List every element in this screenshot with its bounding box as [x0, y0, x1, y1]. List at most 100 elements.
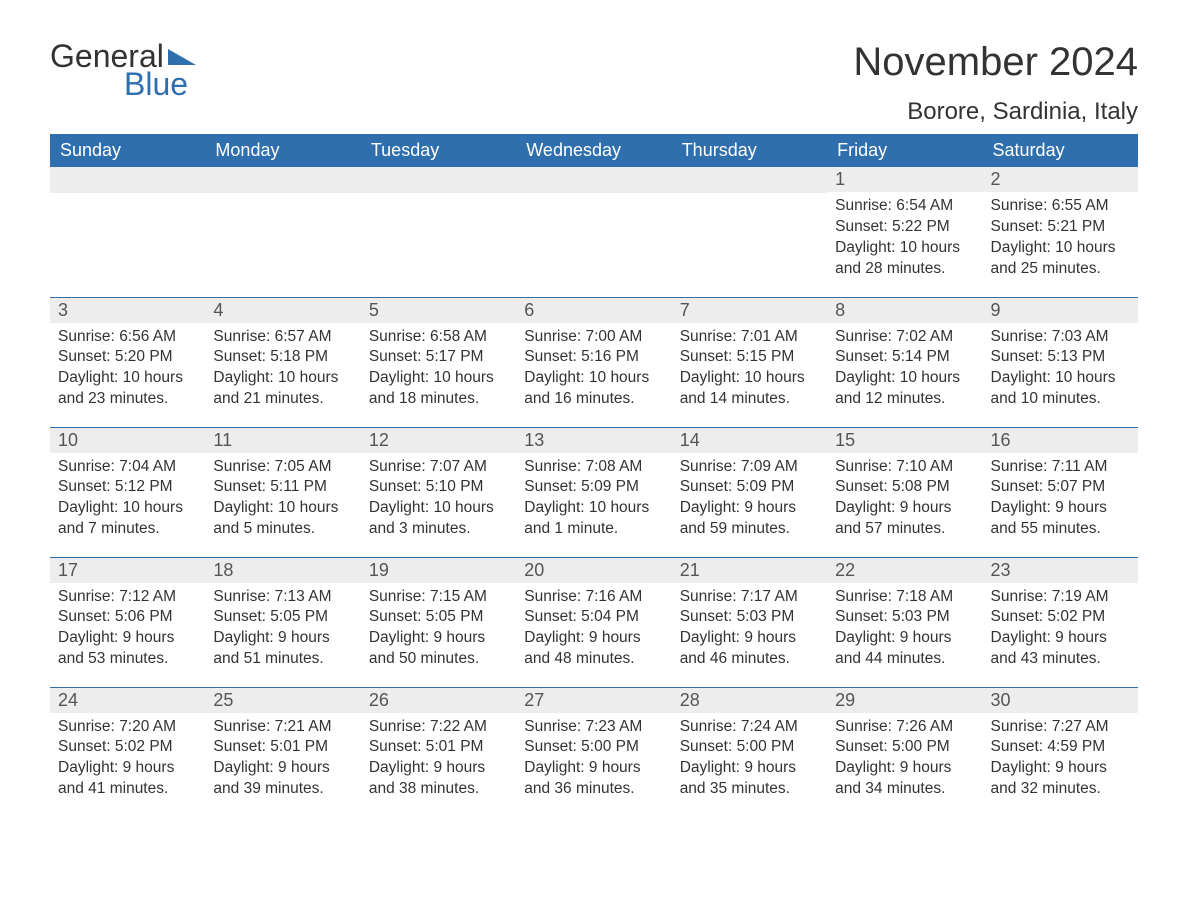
- day-details: Sunrise: 7:05 AMSunset: 5:11 PMDaylight:…: [205, 453, 360, 551]
- day-details: Sunrise: 7:22 AMSunset: 5:01 PMDaylight:…: [361, 713, 516, 811]
- sunrise-line: Sunrise: 7:26 AM: [835, 717, 974, 738]
- day-details: Sunrise: 7:02 AMSunset: 5:14 PMDaylight:…: [827, 323, 982, 421]
- day-number: 26: [361, 688, 516, 713]
- daylight-line: Daylight: 9 hours and 34 minutes.: [835, 758, 974, 800]
- day-number: 25: [205, 688, 360, 713]
- day-number: 11: [205, 428, 360, 453]
- daylight-line: Daylight: 10 hours and 12 minutes.: [835, 368, 974, 410]
- sunset-line: Sunset: 5:13 PM: [991, 347, 1130, 368]
- day-number: 20: [516, 558, 671, 583]
- day-details: Sunrise: 6:57 AMSunset: 5:18 PMDaylight:…: [205, 323, 360, 421]
- sunset-line: Sunset: 5:02 PM: [58, 737, 197, 758]
- calendar-table: Sunday Monday Tuesday Wednesday Thursday…: [50, 134, 1138, 817]
- day-number: 17: [50, 558, 205, 583]
- sunset-line: Sunset: 5:00 PM: [524, 737, 663, 758]
- calendar-cell: 30Sunrise: 7:27 AMSunset: 4:59 PMDayligh…: [983, 687, 1138, 817]
- day-number: 3: [50, 298, 205, 323]
- sunrise-line: Sunrise: 7:16 AM: [524, 587, 663, 608]
- sunrise-line: Sunrise: 7:20 AM: [58, 717, 197, 738]
- calendar-cell: 28Sunrise: 7:24 AMSunset: 5:00 PMDayligh…: [672, 687, 827, 817]
- sunset-line: Sunset: 5:22 PM: [835, 217, 974, 238]
- day-header: Saturday: [983, 134, 1138, 167]
- daylight-line: Daylight: 10 hours and 23 minutes.: [58, 368, 197, 410]
- day-header: Thursday: [672, 134, 827, 167]
- calendar-cell: [516, 167, 671, 297]
- sunset-line: Sunset: 4:59 PM: [991, 737, 1130, 758]
- daylight-line: Daylight: 9 hours and 57 minutes.: [835, 498, 974, 540]
- sunset-line: Sunset: 5:20 PM: [58, 347, 197, 368]
- day-number: 23: [983, 558, 1138, 583]
- day-details: Sunrise: 7:07 AMSunset: 5:10 PMDaylight:…: [361, 453, 516, 551]
- day-details: Sunrise: 7:03 AMSunset: 5:13 PMDaylight:…: [983, 323, 1138, 421]
- day-details: Sunrise: 6:58 AMSunset: 5:17 PMDaylight:…: [361, 323, 516, 421]
- daylight-line: Daylight: 9 hours and 46 minutes.: [680, 628, 819, 670]
- day-header: Friday: [827, 134, 982, 167]
- logo-text-blue: Blue: [124, 68, 196, 100]
- day-details: Sunrise: 7:18 AMSunset: 5:03 PMDaylight:…: [827, 583, 982, 681]
- daylight-line: Daylight: 9 hours and 48 minutes.: [524, 628, 663, 670]
- calendar-cell: 15Sunrise: 7:10 AMSunset: 5:08 PMDayligh…: [827, 427, 982, 557]
- sunset-line: Sunset: 5:06 PM: [58, 607, 197, 628]
- sunrise-line: Sunrise: 7:04 AM: [58, 457, 197, 478]
- calendar-cell: [205, 167, 360, 297]
- calendar-cell: 4Sunrise: 6:57 AMSunset: 5:18 PMDaylight…: [205, 297, 360, 427]
- calendar-cell: 22Sunrise: 7:18 AMSunset: 5:03 PMDayligh…: [827, 557, 982, 687]
- day-header: Monday: [205, 134, 360, 167]
- daylight-line: Daylight: 9 hours and 36 minutes.: [524, 758, 663, 800]
- empty-day: [516, 167, 671, 193]
- day-details: Sunrise: 7:09 AMSunset: 5:09 PMDaylight:…: [672, 453, 827, 551]
- day-number: 1: [827, 167, 982, 192]
- sunset-line: Sunset: 5:15 PM: [680, 347, 819, 368]
- page-subtitle: Borore, Sardinia, Italy: [853, 98, 1138, 126]
- day-number: 29: [827, 688, 982, 713]
- calendar-week-row: 1Sunrise: 6:54 AMSunset: 5:22 PMDaylight…: [50, 167, 1138, 297]
- calendar-cell: 2Sunrise: 6:55 AMSunset: 5:21 PMDaylight…: [983, 167, 1138, 297]
- sunset-line: Sunset: 5:05 PM: [213, 607, 352, 628]
- sunset-line: Sunset: 5:01 PM: [213, 737, 352, 758]
- day-number: 21: [672, 558, 827, 583]
- sunset-line: Sunset: 5:09 PM: [524, 477, 663, 498]
- sunset-line: Sunset: 5:21 PM: [991, 217, 1130, 238]
- day-number: 2: [983, 167, 1138, 192]
- empty-day: [50, 167, 205, 193]
- sunrise-line: Sunrise: 6:55 AM: [991, 196, 1130, 217]
- day-details: Sunrise: 7:11 AMSunset: 5:07 PMDaylight:…: [983, 453, 1138, 551]
- sunrise-line: Sunrise: 7:19 AM: [991, 587, 1130, 608]
- calendar-cell: 16Sunrise: 7:11 AMSunset: 5:07 PMDayligh…: [983, 427, 1138, 557]
- sunrise-line: Sunrise: 7:21 AM: [213, 717, 352, 738]
- calendar-cell: 1Sunrise: 6:54 AMSunset: 5:22 PMDaylight…: [827, 167, 982, 297]
- calendar-cell: 25 Sunrise: 7:21 AMSunset: 5:01 PMDayligh…: [205, 687, 360, 817]
- day-details: Sunrise: 7:19 AMSunset: 5:02 PMDaylight:…: [983, 583, 1138, 681]
- calendar-cell: 8Sunrise: 7:02 AMSunset: 5:14 PMDaylight…: [827, 297, 982, 427]
- day-number: 27: [516, 688, 671, 713]
- day-details: Sunrise: 7:01 AMSunset: 5:15 PMDaylight:…: [672, 323, 827, 421]
- sunrise-line: Sunrise: 7:01 AM: [680, 327, 819, 348]
- sunset-line: Sunset: 5:03 PM: [680, 607, 819, 628]
- daylight-line: Daylight: 10 hours and 21 minutes.: [213, 368, 352, 410]
- sunset-line: Sunset: 5:17 PM: [369, 347, 508, 368]
- day-number: 24: [50, 688, 205, 713]
- day-details: Sunrise: 6:54 AMSunset: 5:22 PMDaylight:…: [827, 192, 982, 290]
- daylight-line: Daylight: 9 hours and 44 minutes.: [835, 628, 974, 670]
- calendar-week-row: 10Sunrise: 7:04 AMSunset: 5:12 PMDayligh…: [50, 427, 1138, 557]
- day-header: Tuesday: [361, 134, 516, 167]
- day-number: 5: [361, 298, 516, 323]
- sunset-line: Sunset: 5:03 PM: [835, 607, 974, 628]
- calendar-cell: 19Sunrise: 7:15 AMSunset: 5:05 PMDayligh…: [361, 557, 516, 687]
- day-details: Sunrise: 7:23 AMSunset: 5:00 PMDaylight:…: [516, 713, 671, 811]
- day-number: 7: [672, 298, 827, 323]
- calendar-cell: 13Sunrise: 7:08 AMSunset: 5:09 PMDayligh…: [516, 427, 671, 557]
- sunset-line: Sunset: 5:01 PM: [369, 737, 508, 758]
- calendar-week-row: 3Sunrise: 6:56 AMSunset: 5:20 PMDaylight…: [50, 297, 1138, 427]
- day-details: Sunrise: 6:56 AMSunset: 5:20 PMDaylight:…: [50, 323, 205, 421]
- daylight-line: Daylight: 9 hours and 39 minutes.: [213, 758, 352, 800]
- day-details: Sunrise: 7:16 AMSunset: 5:04 PMDaylight:…: [516, 583, 671, 681]
- daylight-line: Daylight: 10 hours and 10 minutes.: [991, 368, 1130, 410]
- sunset-line: Sunset: 5:11 PM: [213, 477, 352, 498]
- sunrise-line: Sunrise: 6:58 AM: [369, 327, 508, 348]
- day-details: Sunrise: 7:26 AMSunset: 5:00 PMDaylight:…: [827, 713, 982, 811]
- day-details: Sunrise: 7:12 AMSunset: 5:06 PMDaylight:…: [50, 583, 205, 681]
- day-number: 13: [516, 428, 671, 453]
- day-number: 9: [983, 298, 1138, 323]
- calendar-cell: 9Sunrise: 7:03 AMSunset: 5:13 PMDaylight…: [983, 297, 1138, 427]
